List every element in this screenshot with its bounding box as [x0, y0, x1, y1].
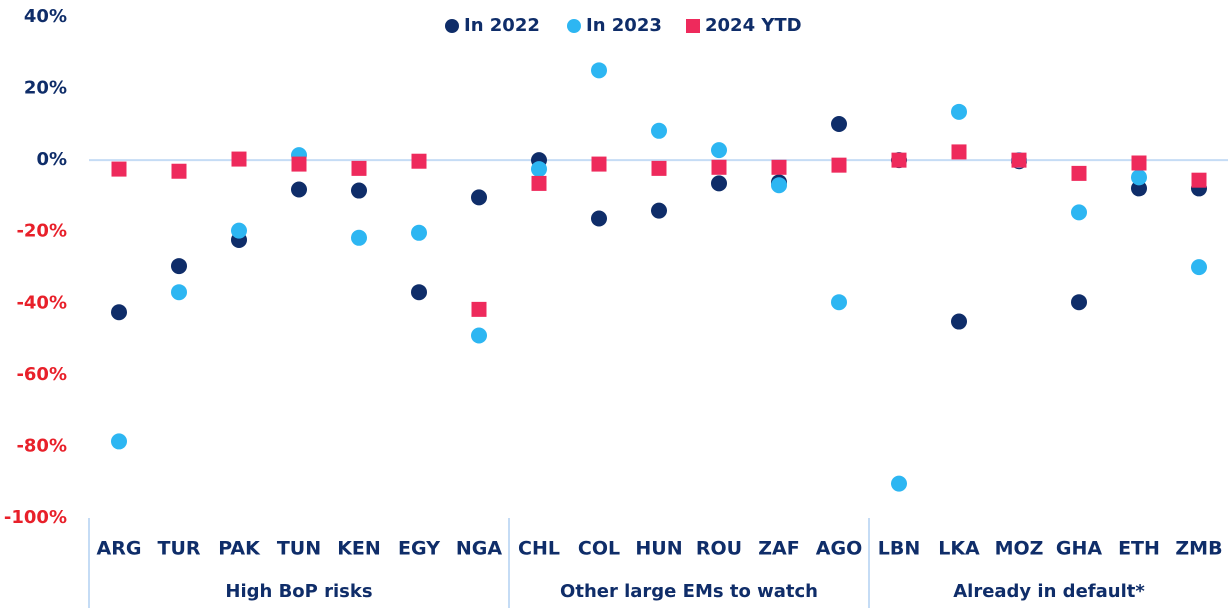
group-label: Other large EMs to watch [560, 581, 818, 602]
marker [831, 294, 847, 311]
legend-marker [445, 19, 459, 33]
x-tick-label: ETH [1118, 538, 1160, 560]
marker [831, 115, 847, 132]
marker [711, 142, 727, 159]
marker [831, 157, 847, 173]
legend-label: 2024 YTD [705, 15, 802, 36]
x-tick-label: KEN [337, 538, 381, 560]
marker [951, 144, 967, 160]
marker [771, 159, 787, 175]
marker [951, 103, 967, 120]
marker [711, 159, 727, 175]
x-tick-label: GHA [1056, 538, 1102, 560]
legend-label: In 2022 [464, 15, 540, 36]
legend-marker [567, 19, 581, 33]
x-tick-label: LBN [878, 538, 921, 560]
x-tick-label: ROU [696, 538, 742, 560]
marker [651, 122, 667, 139]
marker [171, 284, 187, 301]
marker [591, 210, 607, 227]
marker [411, 153, 427, 169]
x-tick-label: CHL [518, 538, 560, 560]
marker [951, 313, 967, 330]
marker [471, 189, 487, 206]
y-tick-label: 40% [24, 6, 67, 27]
marker [111, 304, 127, 321]
x-tick-label: MOZ [995, 538, 1044, 560]
group-label: High BoP risks [225, 581, 372, 602]
y-tick-label: -80% [16, 435, 67, 456]
legend-label: In 2023 [586, 15, 662, 36]
marker [531, 161, 547, 178]
marker [111, 433, 127, 450]
marker [891, 152, 907, 168]
marker [771, 177, 787, 194]
x-tick-label: ZAF [758, 538, 799, 560]
marker [1131, 180, 1147, 197]
legend-marker [686, 19, 700, 33]
marker [351, 229, 367, 246]
marker [1071, 294, 1087, 311]
marker [411, 224, 427, 241]
x-tick-label: PAK [218, 538, 261, 560]
y-tick-label: 20% [24, 78, 67, 99]
marker [291, 181, 307, 198]
y-tick-label: -100% [4, 507, 67, 528]
marker [351, 182, 367, 199]
y-tick-label: -40% [16, 292, 67, 313]
x-tick-label: COL [578, 538, 620, 560]
y-tick-label: -60% [16, 364, 67, 385]
y-tick-label: 0% [36, 149, 67, 170]
x-tick-label: LKA [938, 538, 980, 560]
x-tick-label: EGY [398, 538, 440, 560]
group-label: Already in default* [953, 581, 1145, 602]
marker [231, 222, 247, 239]
x-tick-label: AGO [816, 538, 862, 560]
marker [291, 156, 307, 172]
marker [591, 62, 607, 79]
marker [591, 156, 607, 172]
marker [1131, 169, 1147, 186]
x-tick-label: ARG [97, 538, 142, 560]
marker [891, 475, 907, 492]
x-tick-label: TUN [277, 538, 321, 560]
marker [1071, 165, 1087, 181]
x-tick-label: HUN [635, 538, 682, 560]
marker [1131, 155, 1147, 171]
marker [471, 327, 487, 344]
x-tick-label: ZMB [1175, 538, 1222, 560]
marker [411, 284, 427, 301]
marker [1191, 172, 1207, 188]
marker [111, 161, 127, 177]
x-tick-label: NGA [456, 538, 502, 560]
marker [651, 160, 667, 176]
marker [1071, 204, 1087, 221]
x-tick-label: TUR [157, 538, 200, 560]
marker [351, 160, 367, 176]
marker [1011, 152, 1027, 168]
marker [171, 163, 187, 179]
marker [231, 151, 247, 167]
marker [651, 202, 667, 219]
marker [711, 175, 727, 192]
y-tick-label: -20% [16, 221, 67, 242]
marker [171, 258, 187, 275]
marker [1191, 259, 1207, 276]
marker [531, 175, 547, 191]
marker [471, 301, 487, 317]
